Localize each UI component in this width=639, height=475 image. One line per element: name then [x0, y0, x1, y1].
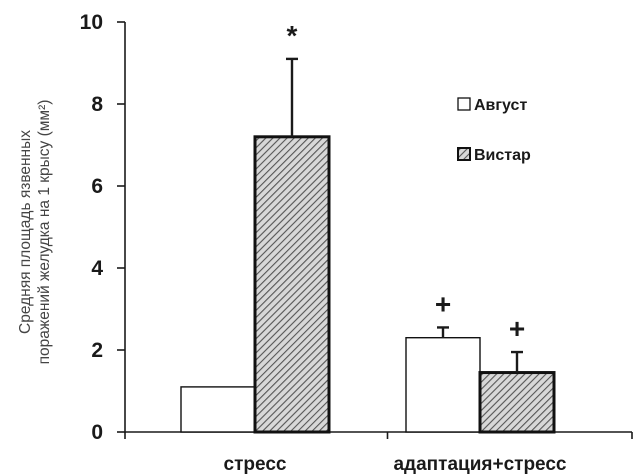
significance-marker: * [287, 20, 298, 51]
legend-swatch [457, 147, 471, 161]
legend-swatch [457, 97, 471, 111]
y-tick-label: 8 [91, 93, 103, 116]
y-axis-label-line: поражений желудка на 1 крысу (мм²) [36, 100, 53, 365]
y-axis-label: Средняя площадь язвенных поражений желудк… [17, 100, 53, 365]
x-category-label: стресс [224, 454, 287, 475]
y-axis-label-line: Средняя площадь язвенных [17, 130, 34, 334]
significance-marker: + [509, 313, 525, 344]
y-tick-label: 10 [80, 11, 103, 34]
bars: + * + [180, 20, 556, 434]
bar [478, 371, 556, 434]
x-category-label: адаптация+стресс [393, 454, 566, 475]
bar [253, 135, 331, 434]
legend-label: Вистар [474, 147, 531, 164]
legend: Август Вистар [457, 97, 531, 164]
y-tick-label: 6 [91, 175, 103, 198]
y-tick-label: 0 [91, 421, 103, 444]
bar [405, 337, 481, 433]
y-tick-label: 4 [91, 257, 103, 280]
significance-marker: + [435, 288, 451, 319]
legend-label: Август [474, 97, 527, 114]
bar [180, 386, 256, 433]
axes: 0 2 4 6 8 10 стресс адаптация+стресс [80, 11, 633, 475]
y-tick-label: 2 [91, 339, 103, 362]
